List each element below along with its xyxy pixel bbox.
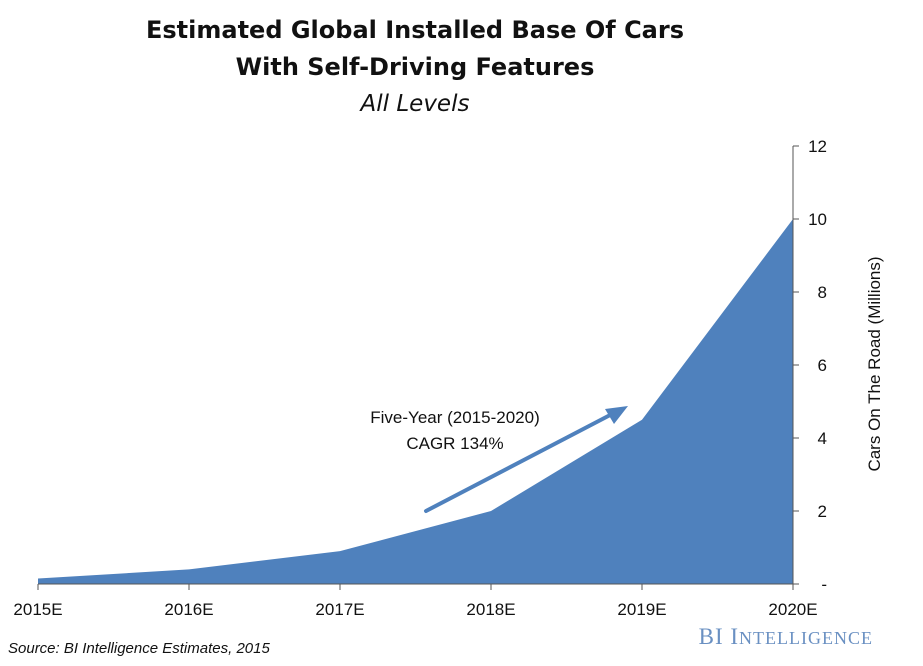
x-tick-label: 2020E (768, 600, 817, 619)
annotation-line2: CAGR 134% (406, 434, 504, 453)
chart-title-line1: Estimated Global Installed Base Of Cars (145, 16, 684, 44)
chart-subtitle: All Levels (360, 91, 470, 117)
source-note: Source: BI Intelligence Estimates, 2015 (8, 640, 270, 657)
y-axis-label: Cars On The Road (Millions) (865, 256, 884, 471)
bi-intelligence-logo: BI INTELLIGENCE (698, 624, 873, 649)
y-tick-label: 6 (818, 356, 827, 375)
y-tick-label: 8 (818, 283, 827, 302)
x-tick-label: 2019E (617, 600, 666, 619)
x-tick-label: 2018E (466, 600, 515, 619)
y-tick-label: 2 (818, 502, 827, 521)
cagr-arrow-head (605, 406, 628, 424)
x-tick-label: 2016E (164, 600, 213, 619)
y-tick-label: 10 (808, 210, 827, 229)
x-tick-label: 2017E (315, 600, 364, 619)
cagr-arrow (424, 411, 616, 513)
cagr-annotation: Five-Year (2015-2020) CAGR 134% (340, 405, 570, 457)
annotation-line1: Five-Year (2015-2020) (370, 408, 540, 427)
y-tick-label: 12 (808, 137, 827, 156)
y-tick-label: 4 (818, 429, 827, 448)
chart-title-line2: With Self-Driving Features (235, 53, 595, 81)
x-tick-label: 2015E (13, 600, 62, 619)
y-tick-label: - (821, 575, 827, 594)
area-series (38, 219, 793, 584)
area-chart: 2015E 2016E 2017E 2018E 2019E 2020E- 2 4 6 8 10 12 C… (13, 137, 884, 619)
